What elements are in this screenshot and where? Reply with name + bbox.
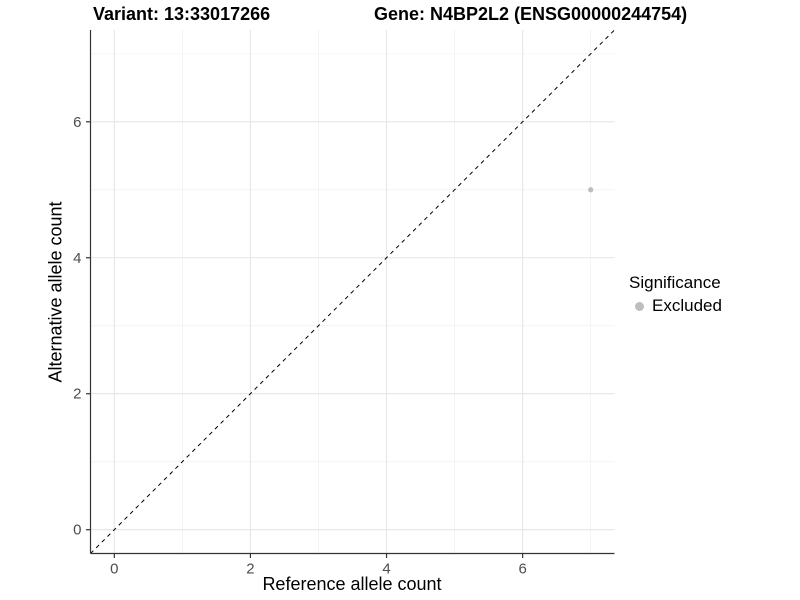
legend-title: Significance <box>629 273 721 292</box>
x-tick-label: 2 <box>246 561 254 578</box>
y-axis-title: Alternative allele count <box>45 201 66 383</box>
legend-item-label: Excluded <box>652 296 722 315</box>
x-tick-label: 0 <box>110 561 118 578</box>
data-point <box>588 187 594 193</box>
x-axis-title: Reference allele count <box>262 574 442 594</box>
legend: Significance Excluded <box>629 273 722 316</box>
x-tick-label: 6 <box>518 561 526 578</box>
identity-dashed-line <box>90 29 615 554</box>
legend-item-excluded: Excluded <box>629 296 722 316</box>
x-tick-label: 4 <box>382 561 390 578</box>
y-tick-label: 6 <box>73 114 81 131</box>
y-tick-label: 0 <box>73 522 81 539</box>
y-tick-label: 4 <box>73 250 81 267</box>
plot-title-gene: Gene: N4BP2L2 (ENSG00000244754) <box>374 4 688 24</box>
legend-key-dot-icon <box>635 301 644 311</box>
plot-title-variant: Variant: 13:33017266 <box>93 4 271 24</box>
y-tick-label: 2 <box>73 386 81 403</box>
